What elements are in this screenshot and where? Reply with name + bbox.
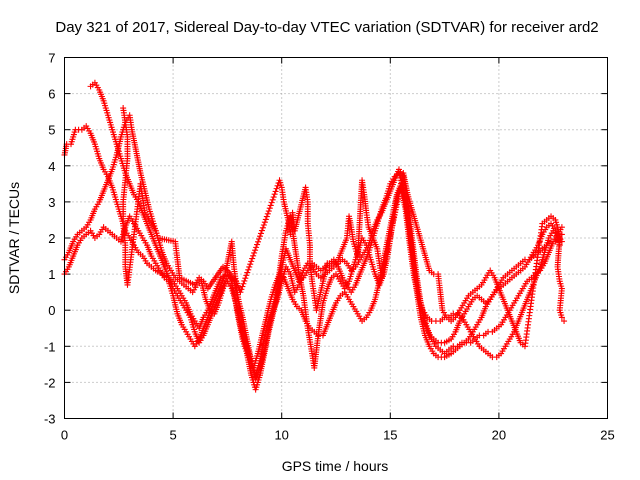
- data-point-E: [245, 266, 252, 273]
- data-point-E: [263, 213, 270, 220]
- data-point-E: [260, 222, 267, 229]
- y-tick-label: 5: [48, 123, 55, 138]
- data-point-E: [273, 185, 280, 192]
- data-points: [61, 79, 568, 393]
- data-point-E: [259, 224, 266, 231]
- y-tick-label: -2: [44, 375, 56, 390]
- data-point-E: [240, 280, 247, 287]
- x-axis-label: GPS time / hours: [282, 458, 389, 474]
- data-point-E: [242, 275, 249, 282]
- data-point-E: [270, 194, 277, 201]
- data-point-E: [252, 247, 259, 254]
- data-point-E: [246, 263, 253, 270]
- data-point-E: [261, 219, 268, 226]
- x-tick-labels: 0 5 10 15 20 25: [61, 428, 615, 443]
- data-point-E: [257, 230, 264, 237]
- y-tick-label: 7: [48, 51, 55, 66]
- y-axis-label: SDTVAR / TECUs: [6, 182, 22, 294]
- y-tick-label: 1: [48, 267, 55, 282]
- y-tick-label: 3: [48, 195, 55, 210]
- data-point-E: [561, 318, 568, 325]
- y-tick-label: 4: [48, 159, 55, 174]
- data-point-E: [324, 260, 331, 267]
- data-point-E: [558, 314, 565, 321]
- data-point-E: [255, 238, 262, 245]
- x-tick-label: 15: [383, 428, 397, 443]
- x-tick-label: 20: [492, 428, 506, 443]
- data-point-E: [264, 210, 271, 217]
- data-point-E: [237, 289, 244, 296]
- data-point-E: [247, 261, 254, 268]
- data-point-E: [272, 188, 279, 195]
- data-point-E: [256, 233, 263, 240]
- y-tick-labels: -3 -2 -1 0 1 2 3 4 5 6 7: [44, 51, 56, 427]
- data-point-E: [253, 244, 260, 251]
- data-point-E: [251, 249, 258, 256]
- chart-title: Day 321 of 2017, Sidereal Day-to-day VTE…: [55, 19, 598, 36]
- y-tick-label: -3: [44, 412, 56, 427]
- y-tick-label: 6: [48, 87, 55, 102]
- x-tick-label: 5: [169, 428, 176, 443]
- data-point-E: [238, 286, 245, 293]
- data-point-E: [268, 199, 275, 206]
- y-tick-label: 0: [48, 303, 55, 318]
- data-point-E: [262, 216, 269, 223]
- y-tick-label: 2: [48, 231, 55, 246]
- data-point-E: [250, 252, 257, 259]
- data-point-E: [269, 196, 276, 203]
- x-tick-label: 25: [600, 428, 614, 443]
- y-tick-label: -1: [44, 339, 56, 354]
- data-point-E: [249, 255, 256, 262]
- data-point-E: [265, 208, 272, 215]
- data-point-E: [239, 283, 246, 290]
- plot-frame: [64, 57, 608, 419]
- data-point-E: [271, 191, 278, 198]
- x-tick-label: 0: [61, 428, 68, 443]
- data-point-E: [274, 182, 281, 189]
- data-point-E: [267, 202, 274, 209]
- data-point-E: [258, 227, 265, 234]
- data-point-E: [244, 269, 251, 276]
- data-point-E: [266, 205, 273, 212]
- data-point-E: [248, 258, 255, 265]
- data-point-E: [241, 277, 248, 284]
- data-point-E: [243, 272, 250, 279]
- data-point-E: [254, 241, 261, 248]
- data-point-E: [256, 235, 263, 242]
- x-tick-label: 10: [274, 428, 288, 443]
